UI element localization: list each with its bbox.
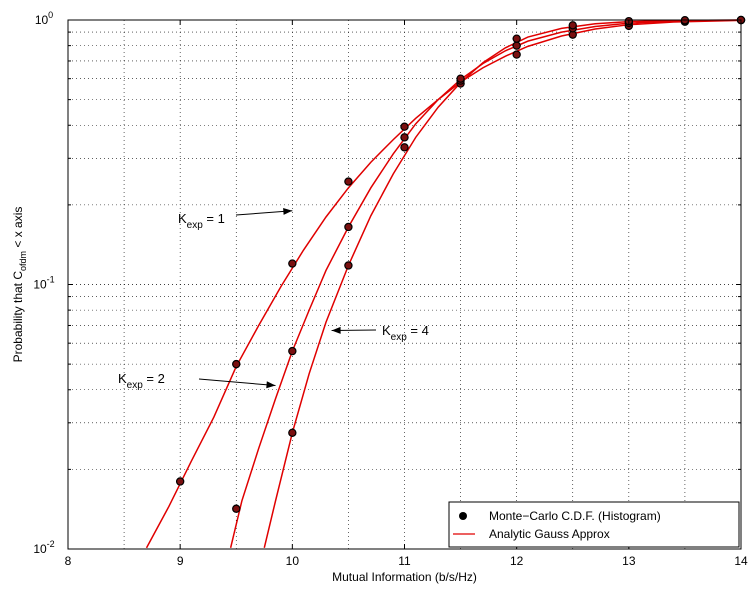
x-tick-label: 13 [622,554,636,568]
series-3-point [400,143,409,152]
legend-label-montecarlo: Monte−Carlo C.D.F. (Histogram) [489,509,661,523]
y-axis-label-pre: Probability that C [11,271,25,363]
series-3-point [512,34,521,43]
annotation-k4-k: K [382,323,391,338]
x-tick-label: 12 [510,554,524,568]
annotation-k1-sub: exp [187,220,204,231]
series-3-point [568,21,577,30]
y-tick-base: 10 [35,13,49,27]
annotation-k1-k: K [178,211,187,226]
annotation-arrow-head [283,207,293,215]
annotation-k2-sub: exp [127,380,144,391]
series-2-point [512,41,521,50]
annotation-k4-value: = 4 [407,323,429,338]
annotation-arrow-head [266,381,276,389]
series-2-curve [229,19,742,549]
series-3-point [344,261,353,270]
series-1-point [344,177,353,186]
series-2-point [344,222,353,232]
grid [68,20,741,549]
curves [145,19,742,549]
legend-box [448,501,740,548]
series-2-point [288,346,297,356]
series-1-point [288,259,297,268]
annotation-k4-sub: exp [391,332,408,343]
series-1-point [175,477,185,486]
annotation-k1: Kexp = 1 [178,211,225,231]
annotation-arrow-shaft [235,210,293,216]
annotations: Kexp = 1 Kexp = 2 Kexp = 4 [118,207,429,391]
annotation-k2-k: K [118,371,127,386]
annotation-arrow-shaft [198,378,276,387]
y-tick-label: 100 [35,10,53,27]
x-tick-label: 9 [177,554,184,568]
x-tick-label: 8 [65,554,72,568]
y-tick-base: 10 [33,278,47,292]
legend-label-gauss: Analytic Gauss Approx [489,527,610,541]
y-axis-label-sub: ofdm [18,251,28,271]
annotation-k4: Kexp = 4 [382,323,429,343]
y-tick-base: 10 [33,542,47,556]
series-1-point [400,122,409,131]
legend: Monte−Carlo C.D.F. (Histogram) Analytic … [448,501,740,548]
y-tick-label: 10-1 [33,275,54,292]
annotation-k1-value: = 1 [203,211,225,226]
y-tick-exponent: -2 [47,539,55,549]
series-2-point [232,504,241,513]
x-tick-label: 14 [734,554,748,568]
legend-marker-dot [459,512,467,520]
series-2-point [400,133,409,142]
annotation-arrows [198,207,377,389]
series-1-point [232,359,241,369]
y-tick-exponent: -1 [47,275,55,285]
x-tick-label: 10 [286,554,300,568]
series-1-curve [145,19,742,549]
series-3-point [456,74,465,83]
x-tick-label: 11 [398,554,411,568]
y-tick-label: 10-2 [33,539,54,556]
y-axis-label-post: < x axis [11,207,25,251]
x-axis-label: Mutual Information (b/s/Hz) [332,570,477,584]
annotation-arrow-head [331,326,341,334]
y-tick-exponent: 0 [48,10,53,20]
annotation-k2: Kexp = 2 [118,371,165,391]
markers [175,15,746,513]
series-3-point [288,428,297,437]
y-axis-label: Probability that Cofdm < x axis [11,207,28,363]
series-3-curve [263,19,742,549]
series-1-point [512,50,521,59]
annotation-k2-value: = 2 [143,371,165,386]
